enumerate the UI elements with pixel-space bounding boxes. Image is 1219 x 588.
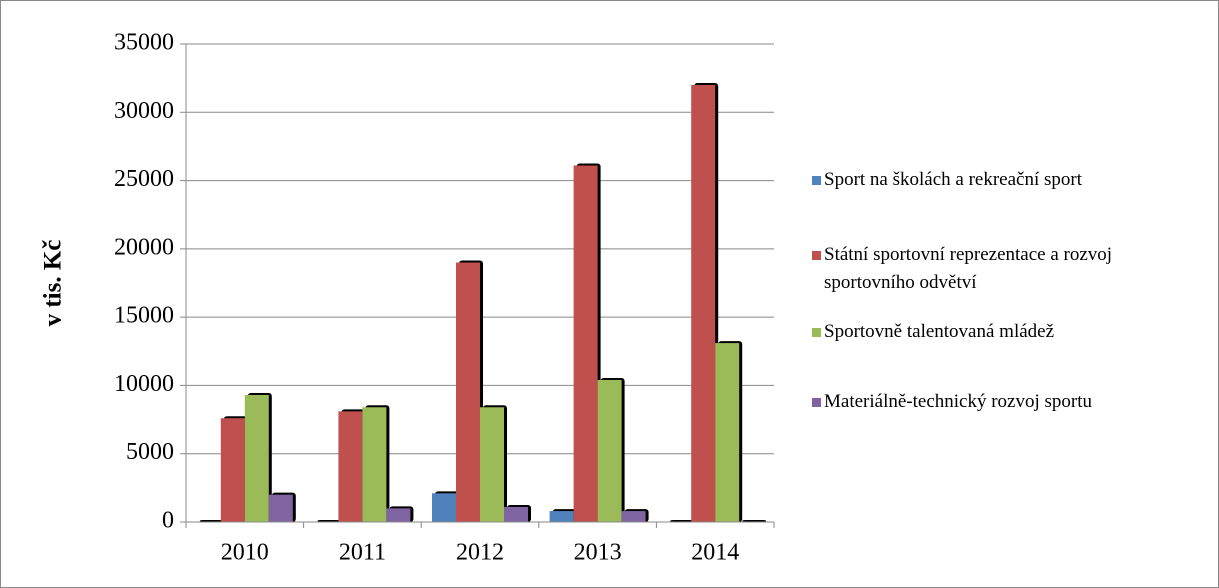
legend-swatch <box>812 176 821 185</box>
legend-label: Materiálně-technický rozvoj sportu <box>824 391 1093 412</box>
x-tick-label: 2013 <box>574 540 622 566</box>
bar <box>597 379 622 522</box>
y-tick-label: 0 <box>162 508 174 534</box>
bar <box>573 165 598 522</box>
x-tick-label: 2012 <box>456 540 504 566</box>
y-axis-label: v tis. Kč <box>40 240 67 327</box>
x-tick-label: 2011 <box>339 540 386 566</box>
bar <box>338 411 363 522</box>
bar <box>456 262 480 522</box>
legend-swatch <box>812 251 821 260</box>
legend-item: Materiálně-technický rozvoj sportu <box>812 388 1207 416</box>
legend-item: Sport na školách a rekreační sport <box>812 166 1207 194</box>
bar <box>362 407 387 522</box>
bar <box>220 418 245 522</box>
bar <box>691 84 716 522</box>
legend-label: Sport na školách a rekreační sport <box>824 169 1082 190</box>
legend-swatch <box>812 328 821 337</box>
legend-item: Sportovně talentovaná mládež <box>812 318 1207 346</box>
bar <box>432 493 456 522</box>
bar <box>244 394 269 522</box>
bar <box>504 506 528 522</box>
y-tick-label: 30000 <box>114 98 174 124</box>
bar <box>268 494 293 522</box>
legend-label: Státní sportovní reprezentace a rozvoj s… <box>824 244 1113 293</box>
y-tick-label: 25000 <box>114 166 174 192</box>
bar <box>386 508 411 522</box>
y-tick-label: 35000 <box>114 30 174 56</box>
x-tick-label: 2010 <box>221 540 269 566</box>
bar <box>621 511 646 522</box>
y-tick-label: 15000 <box>114 303 174 329</box>
x-tick-label: 2014 <box>691 540 739 566</box>
y-tick-label: 10000 <box>114 371 174 397</box>
bar <box>549 511 574 522</box>
legend-swatch <box>812 398 821 407</box>
bar <box>480 407 504 522</box>
legend-label: Sportovně talentovaná mládež <box>824 321 1055 342</box>
bar <box>715 343 740 522</box>
y-tick-label: 5000 <box>126 439 174 465</box>
y-tick-label: 20000 <box>114 234 174 260</box>
legend-item: Státní sportovní reprezentace a rozvoj s… <box>812 241 1207 297</box>
